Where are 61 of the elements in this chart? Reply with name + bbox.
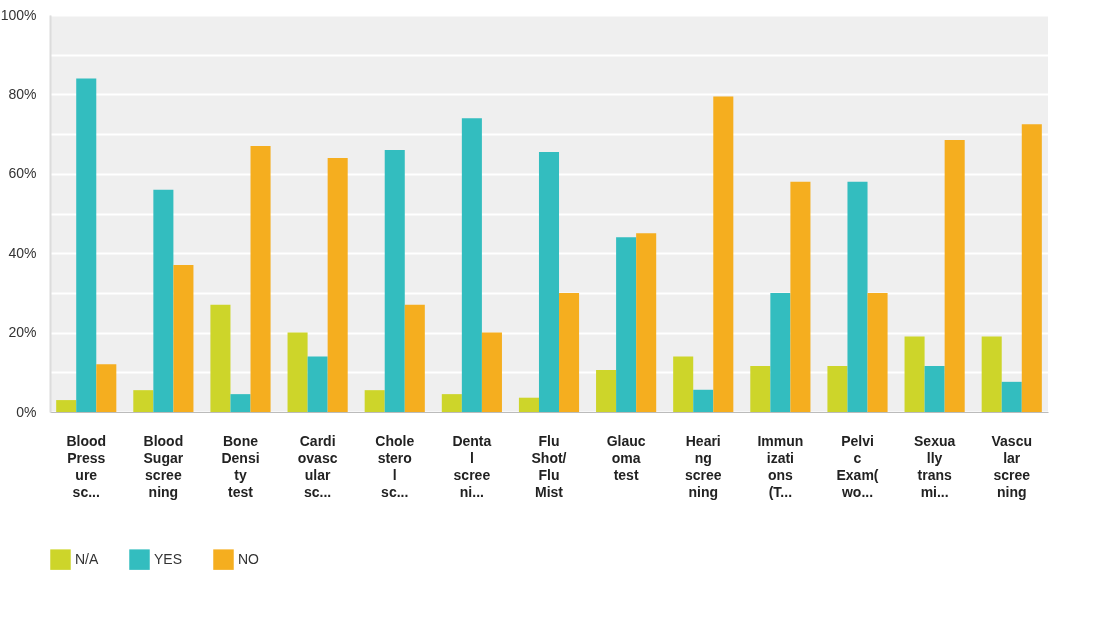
- legend-label: N/A: [75, 550, 99, 567]
- bar: [981, 336, 1002, 412]
- x-tick-label: Flu Shot/Flu Mist: [531, 432, 567, 500]
- bar: [596, 369, 617, 412]
- x-tick-label: Cholesterol sc...: [375, 432, 415, 500]
- bar: [307, 356, 328, 412]
- bar: [518, 397, 539, 412]
- bar: [384, 149, 405, 412]
- bar: [693, 389, 714, 412]
- x-tick-label: Pelvic Exam(wo...: [836, 432, 879, 500]
- bar: [287, 332, 308, 412]
- bar: [1021, 124, 1042, 412]
- bar: [750, 365, 771, 412]
- x-tick-label: Sexually transmi...: [914, 432, 956, 500]
- legend-label: NO: [238, 550, 260, 567]
- bar: [538, 151, 560, 412]
- x-tick-label: Dental screeni...: [452, 432, 492, 500]
- bar: [1001, 381, 1022, 412]
- bar: [559, 292, 580, 412]
- x-tick-label: Cardiovascular sc...: [297, 432, 338, 500]
- y-tick-label: 20%: [8, 324, 37, 341]
- x-tick-label: Blood Pressure sc...: [66, 432, 107, 500]
- bar: [153, 189, 174, 412]
- bar: [404, 304, 425, 412]
- y-tick-label: 40%: [8, 244, 37, 261]
- bar: [847, 181, 868, 412]
- bar: [636, 233, 657, 412]
- bar: [133, 390, 154, 412]
- bar: [230, 394, 251, 412]
- bar: [364, 390, 385, 412]
- bar: [867, 292, 888, 412]
- bar: [461, 118, 482, 412]
- bar: [76, 78, 97, 412]
- bar: [790, 181, 811, 412]
- y-tick-label: 100%: [0, 6, 37, 23]
- bar: [250, 146, 271, 412]
- bar: [944, 140, 965, 412]
- bar: [616, 237, 637, 412]
- bar: [904, 336, 925, 412]
- bar: [210, 304, 231, 412]
- x-tick-label: Hearing screening: [684, 432, 722, 500]
- bar: [713, 96, 734, 412]
- x-tick-label: Immunizations (T...: [757, 432, 804, 500]
- bar: [770, 292, 791, 412]
- x-tick-label: Blood Sugar screening: [143, 432, 184, 500]
- x-tick-label: Bone Density test: [221, 432, 260, 500]
- bar: [327, 157, 348, 412]
- bar: [56, 400, 77, 412]
- bar: [481, 332, 502, 412]
- bar: [673, 356, 694, 412]
- y-tick-label: 60%: [8, 165, 37, 182]
- x-tick-label: Vascular screening: [991, 432, 1032, 500]
- bar: [827, 365, 848, 412]
- x-tick-label: Glaucoma test: [606, 432, 646, 483]
- bar: [924, 365, 945, 412]
- y-tick-label: 0%: [16, 403, 37, 420]
- bar: [96, 364, 117, 412]
- y-tick-label: 80%: [8, 85, 37, 102]
- bar: [441, 394, 462, 412]
- legend-label: YES: [154, 550, 183, 567]
- bar: [173, 265, 194, 412]
